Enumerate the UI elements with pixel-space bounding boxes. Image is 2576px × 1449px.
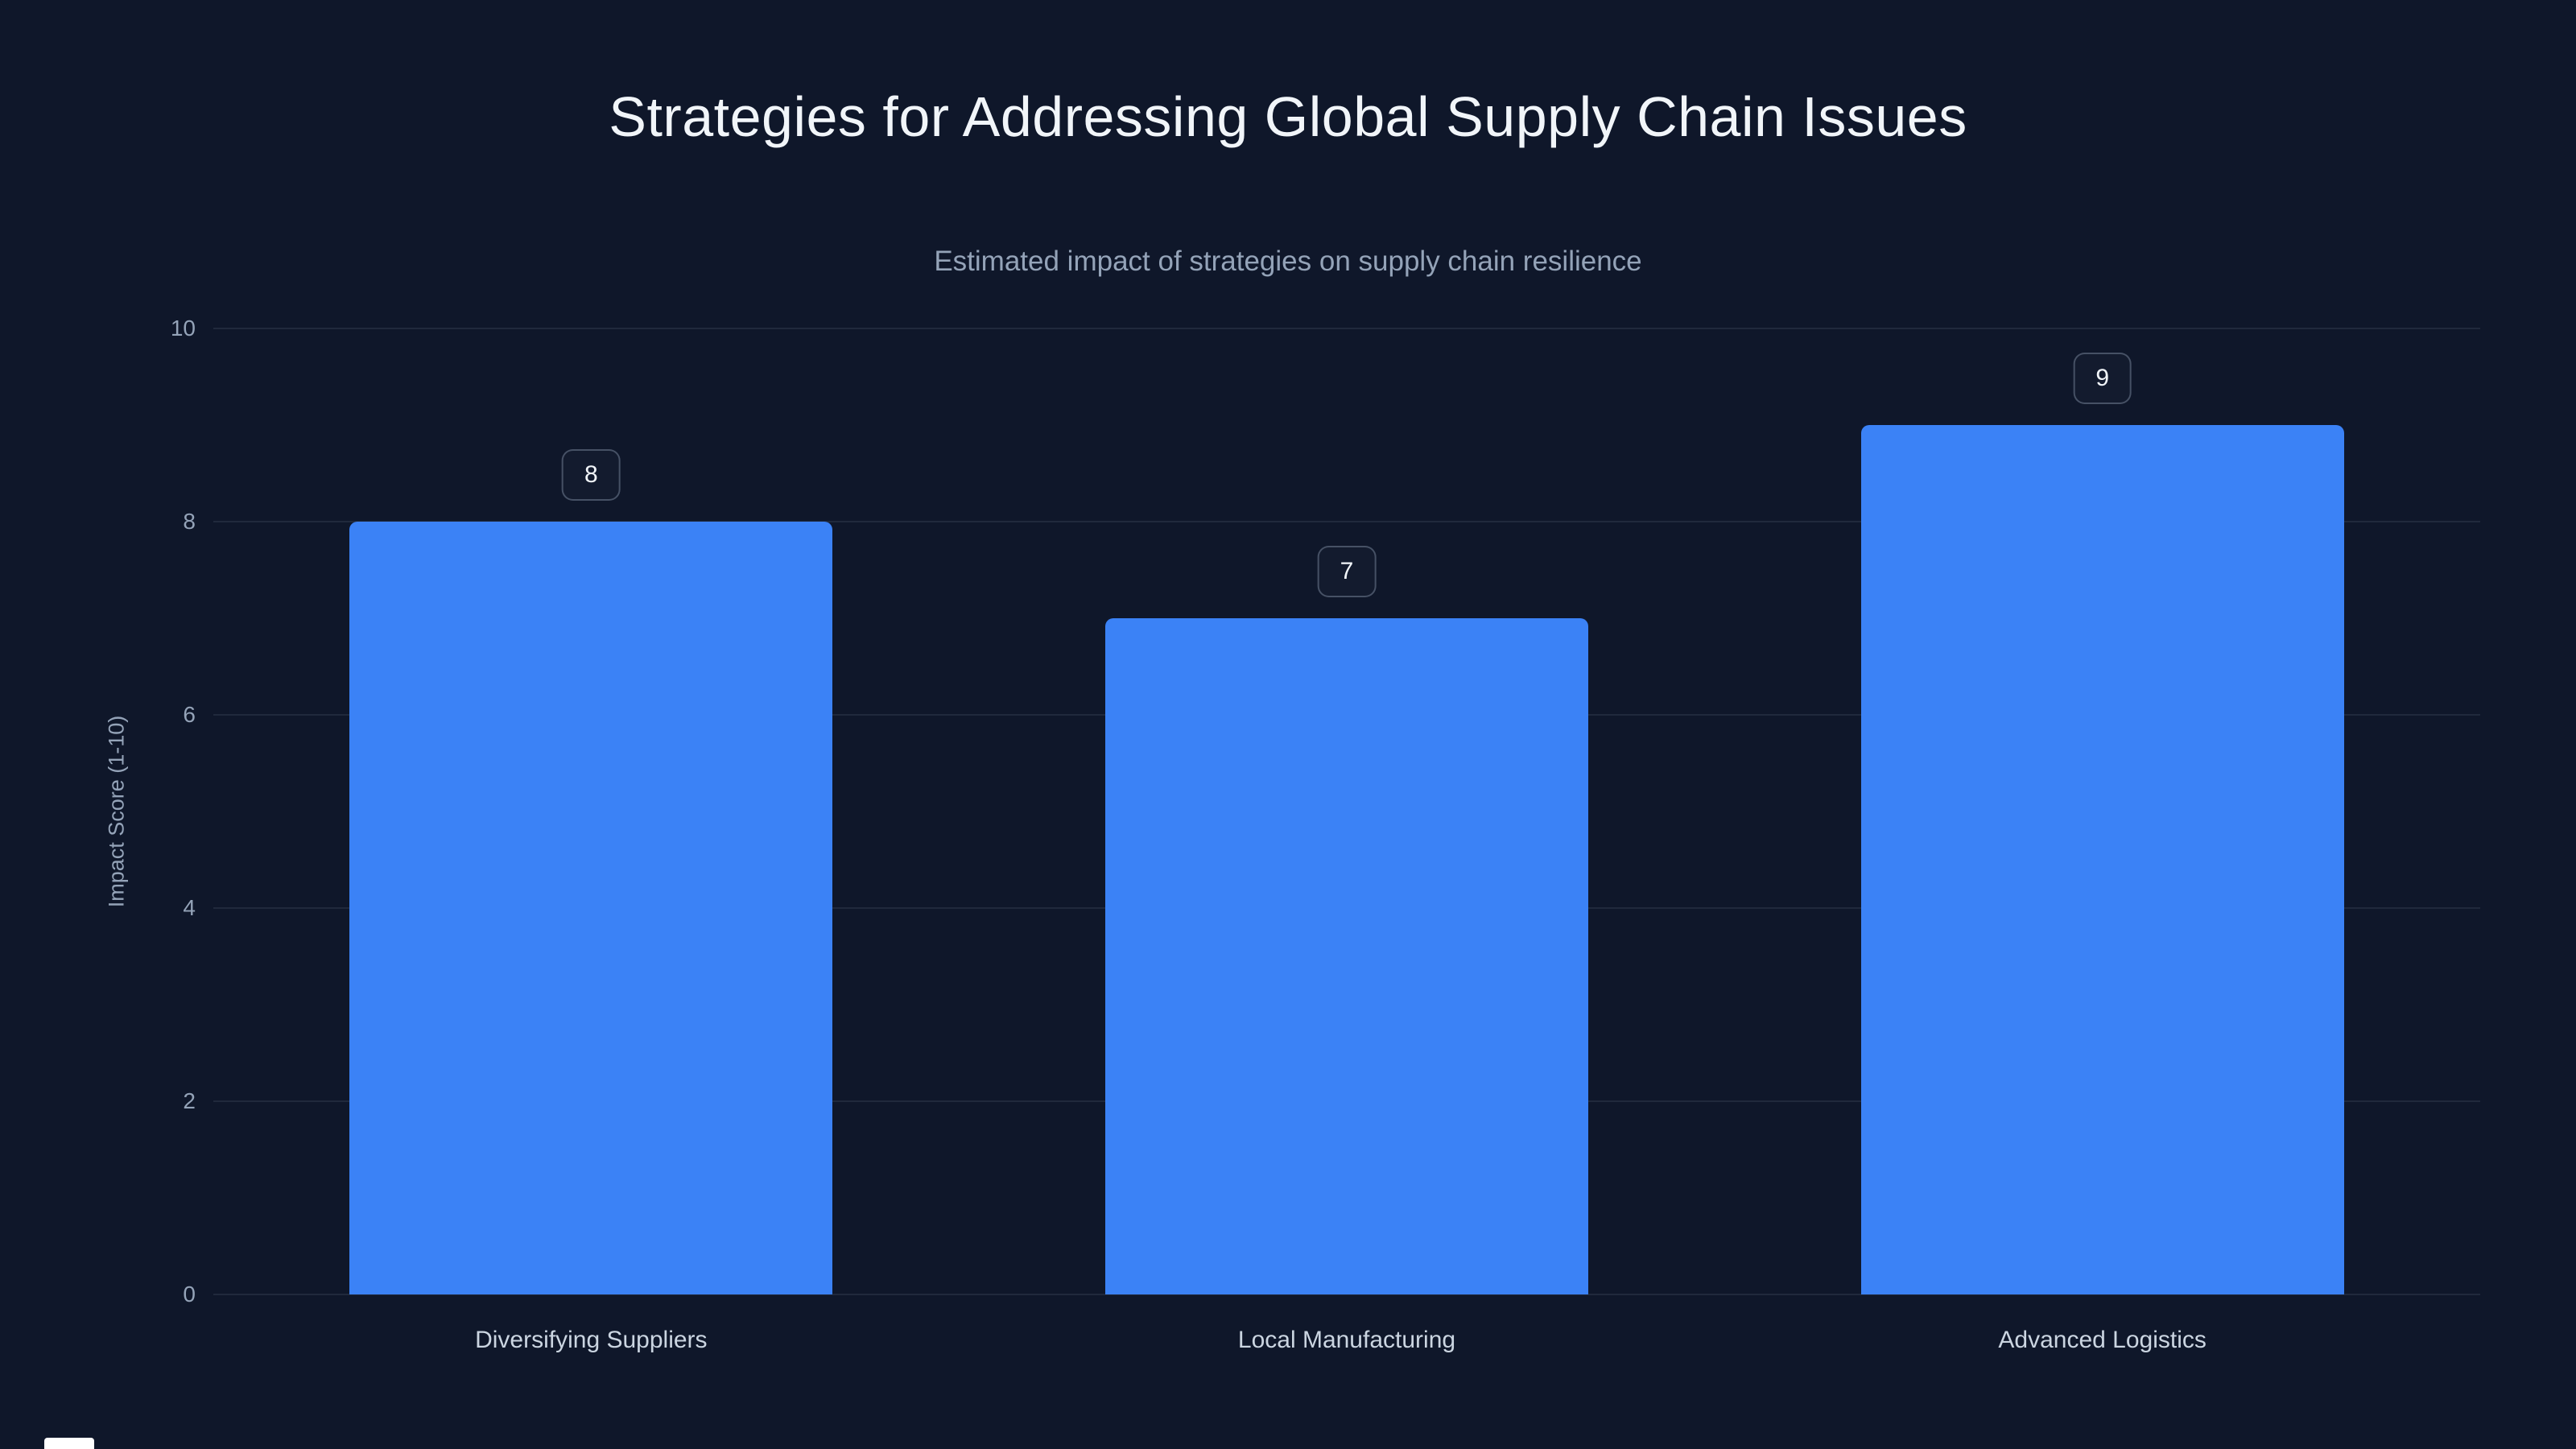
chart-subtitle: Estimated impact of strategies on supply… xyxy=(934,246,1642,277)
bar[interactable] xyxy=(1104,618,1588,1294)
chart-title: Strategies for Addressing Global Supply … xyxy=(609,85,1967,148)
bar[interactable] xyxy=(1860,425,2344,1294)
category-label: Advanced Logistics xyxy=(1998,1327,2207,1353)
value-badge: 8 xyxy=(561,449,621,501)
y-tick-label: 0 xyxy=(183,1282,196,1307)
bar-slot: 7 Local Manufacturing xyxy=(969,328,1725,1353)
y-tick-label: 8 xyxy=(183,509,196,534)
bar-slot: 8 Diversifying Suppliers xyxy=(213,328,969,1353)
y-tick-label: 2 xyxy=(183,1088,196,1113)
gridline xyxy=(213,328,2480,329)
bar[interactable] xyxy=(349,522,833,1294)
y-tick-label: 6 xyxy=(183,702,196,727)
category-label: Diversifying Suppliers xyxy=(475,1327,708,1353)
value-badge: 7 xyxy=(1317,546,1377,597)
plot-area: 0 2 4 6 8 10 8 Diversifying Suppliers 7 Local Man… xyxy=(171,317,2480,1353)
gridline xyxy=(213,1294,2480,1295)
bottom-left-artifact xyxy=(44,1438,94,1449)
category-label: Local Manufacturing xyxy=(1237,1327,1456,1353)
y-tick-label: 4 xyxy=(183,895,196,920)
gridline xyxy=(213,521,2480,522)
value-badge: 9 xyxy=(2073,353,2132,404)
y-tick-label: 10 xyxy=(170,316,196,341)
bar-slot: 9 Advanced Logistics xyxy=(1724,328,2480,1353)
y-axis-title: Impact Score (1-10) xyxy=(104,715,129,908)
